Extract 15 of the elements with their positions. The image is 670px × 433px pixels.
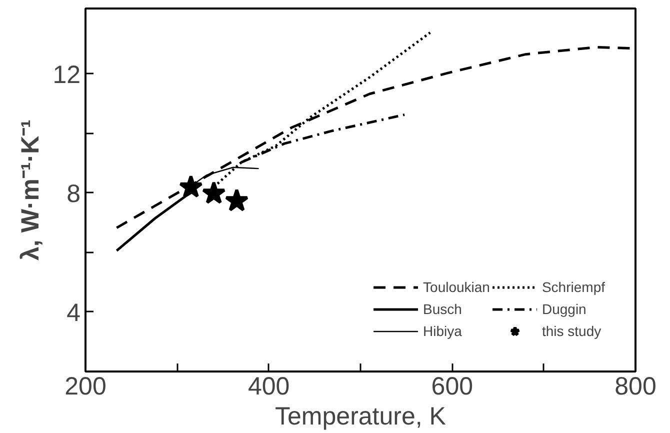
y-tick-label: 4 [66, 298, 81, 327]
legend-label: Busch [423, 301, 462, 317]
x-tick-label: 200 [64, 372, 106, 400]
legend-label: this study [542, 323, 602, 339]
x-tick-label: 400 [248, 372, 290, 400]
x-tick-label: 600 [431, 372, 474, 400]
x-axis-title: Temperature, K [275, 402, 446, 430]
legend-label: Duggin [542, 301, 586, 317]
y-tick-label: 12 [52, 60, 81, 89]
legend-label: Hibiya [423, 323, 462, 339]
legend-label: Schriempf [542, 279, 605, 295]
y-tick-label: 8 [66, 180, 80, 208]
y-axis-title: λ, W·m⁻¹·K⁻¹ [16, 120, 45, 260]
legend-label: Touloukian [423, 279, 490, 295]
x-tick-label: 800 [614, 372, 656, 400]
